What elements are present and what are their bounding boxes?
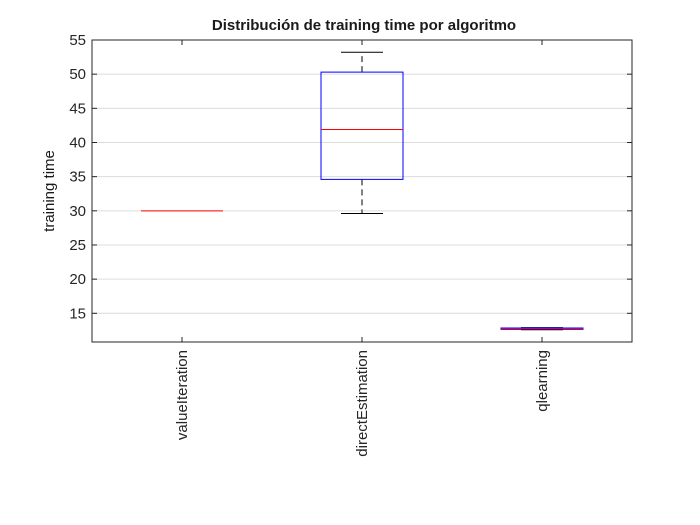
y-tick-label: 50: [69, 66, 86, 83]
y-tick-label: 35: [69, 169, 86, 186]
y-axis-label: training time: [41, 150, 58, 232]
y-tick-label: 25: [69, 237, 86, 254]
x-ticks: valueIteration directEstimation qlearning: [174, 40, 551, 457]
y-tick-label: 45: [69, 100, 86, 117]
y-tick-label: 20: [69, 271, 86, 288]
boxes: [141, 51, 584, 331]
y-tick-label: 55: [69, 32, 86, 49]
x-tick-label: directEstimation: [354, 350, 371, 457]
x-tick-label: qlearning: [534, 350, 551, 412]
y-ticks: 15 20 25 30 35 40 45 50 55: [69, 32, 632, 322]
box-qlearning: [500, 327, 584, 331]
y-tick-label: 40: [69, 134, 86, 151]
box-iqr: [320, 71, 404, 180]
chart-title: Distribución de training time por algori…: [212, 17, 516, 34]
box-directEstimation: [320, 51, 404, 215]
y-tick-label: 15: [69, 305, 86, 322]
x-tick-label: valueIteration: [174, 350, 191, 440]
y-tick-label: 30: [69, 203, 86, 220]
